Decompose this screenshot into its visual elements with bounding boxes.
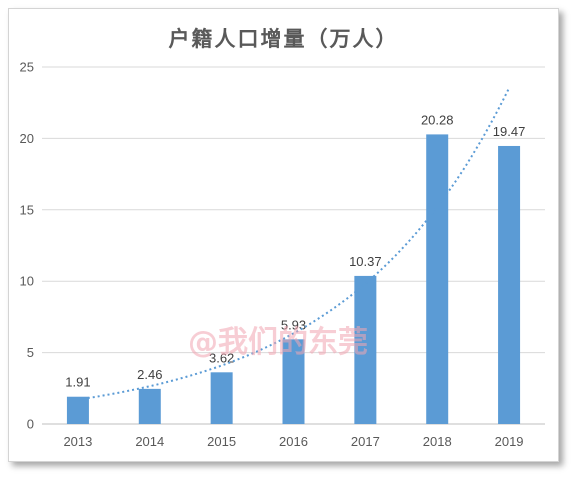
- bar-2018: [426, 134, 449, 424]
- bar-2017: [354, 275, 377, 424]
- bar-2014: [138, 388, 161, 424]
- bar-2015: [210, 372, 233, 424]
- data-label: 20.28: [421, 112, 454, 127]
- data-label: 3.62: [209, 350, 234, 365]
- chart-title: 户籍人口增量（万人）: [168, 27, 399, 51]
- x-tick-label: 2015: [207, 434, 236, 449]
- data-labels: 1.91 2.46 3.62 5.93 10.37 20.28 19.47: [65, 112, 525, 389]
- x-tick-label: 2017: [351, 434, 380, 449]
- bar-2019: [498, 145, 521, 425]
- x-axis-ticks: 2013 2014 2015 2016 2017 2018 2019: [63, 434, 523, 449]
- y-tick-label: 5: [27, 345, 34, 360]
- y-tick-label: 10: [20, 274, 34, 289]
- y-tick-label: 20: [20, 131, 34, 146]
- x-tick-label: 2013: [63, 434, 92, 449]
- x-tick-label: 2018: [423, 434, 452, 449]
- y-tick-label: 25: [20, 60, 34, 75]
- trendline: [77, 87, 510, 401]
- data-label: 1.91: [65, 375, 90, 390]
- data-label: 10.37: [349, 254, 382, 269]
- data-label: 5.93: [281, 317, 306, 332]
- x-tick-label: 2016: [279, 434, 308, 449]
- watermark: @我们的东莞: [188, 325, 368, 360]
- y-tick-label: 15: [20, 202, 34, 217]
- data-label: 2.46: [137, 367, 162, 382]
- data-label: 19.47: [493, 124, 526, 139]
- y-tick-label: 0: [27, 417, 34, 432]
- bars: [66, 134, 521, 425]
- y-axis-ticks: 0 5 10 15 20 25: [20, 60, 34, 432]
- x-tick-label: 2019: [495, 434, 524, 449]
- x-tick-label: 2014: [135, 434, 164, 449]
- bar-2016: [282, 339, 305, 424]
- bar-2013: [66, 396, 89, 424]
